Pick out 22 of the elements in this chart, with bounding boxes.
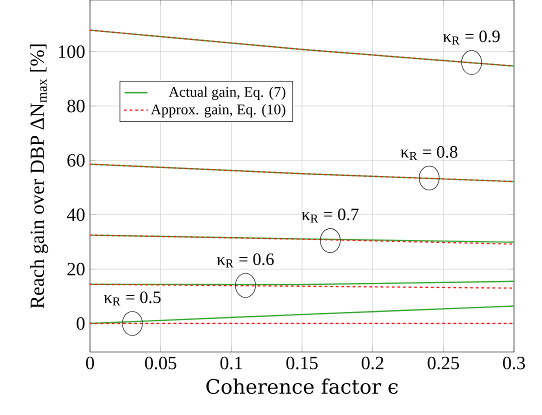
legend-label: Approx. gain, Eq. (10): [150, 104, 286, 118]
x-tick-label: 0.15: [286, 356, 318, 370]
y-tick-label: 20: [67, 262, 85, 276]
x-tick-label: 0: [86, 356, 94, 370]
annotation: κ$_{R}$ = 0.6: [217, 253, 274, 268]
y-tick-label: 60: [67, 154, 85, 167]
x-axis-title: Coherence factor ϵ: [206, 378, 398, 394]
y-tick-label: 40: [66, 208, 85, 222]
x-tick-label: 0.1: [220, 356, 242, 370]
x-tick-label: 0.25: [428, 356, 459, 370]
y-tick-label: 0: [76, 317, 85, 330]
annotation: κ$_{R}$ = 0.8: [400, 146, 458, 160]
y-tick-label: 80: [67, 100, 85, 112]
legend-label: Actual gain, Eq. (7): [168, 86, 286, 100]
annotation: κ$_{R}$ = 0.7: [302, 208, 359, 223]
y-axis-title: Reach gain over DBP ΔN$_{max}$ [%]: [30, 44, 48, 308]
annotation: κ$_{R}$ = 0.9: [443, 30, 500, 44]
x-tick-label: 0.3: [503, 356, 525, 370]
annotation: κ$_{R}$ = 0.5: [104, 291, 161, 306]
x-tick-label: 0.05: [145, 356, 176, 370]
x-tick-label: 0.2: [362, 356, 384, 370]
y-tick-label: 100: [58, 45, 85, 58]
